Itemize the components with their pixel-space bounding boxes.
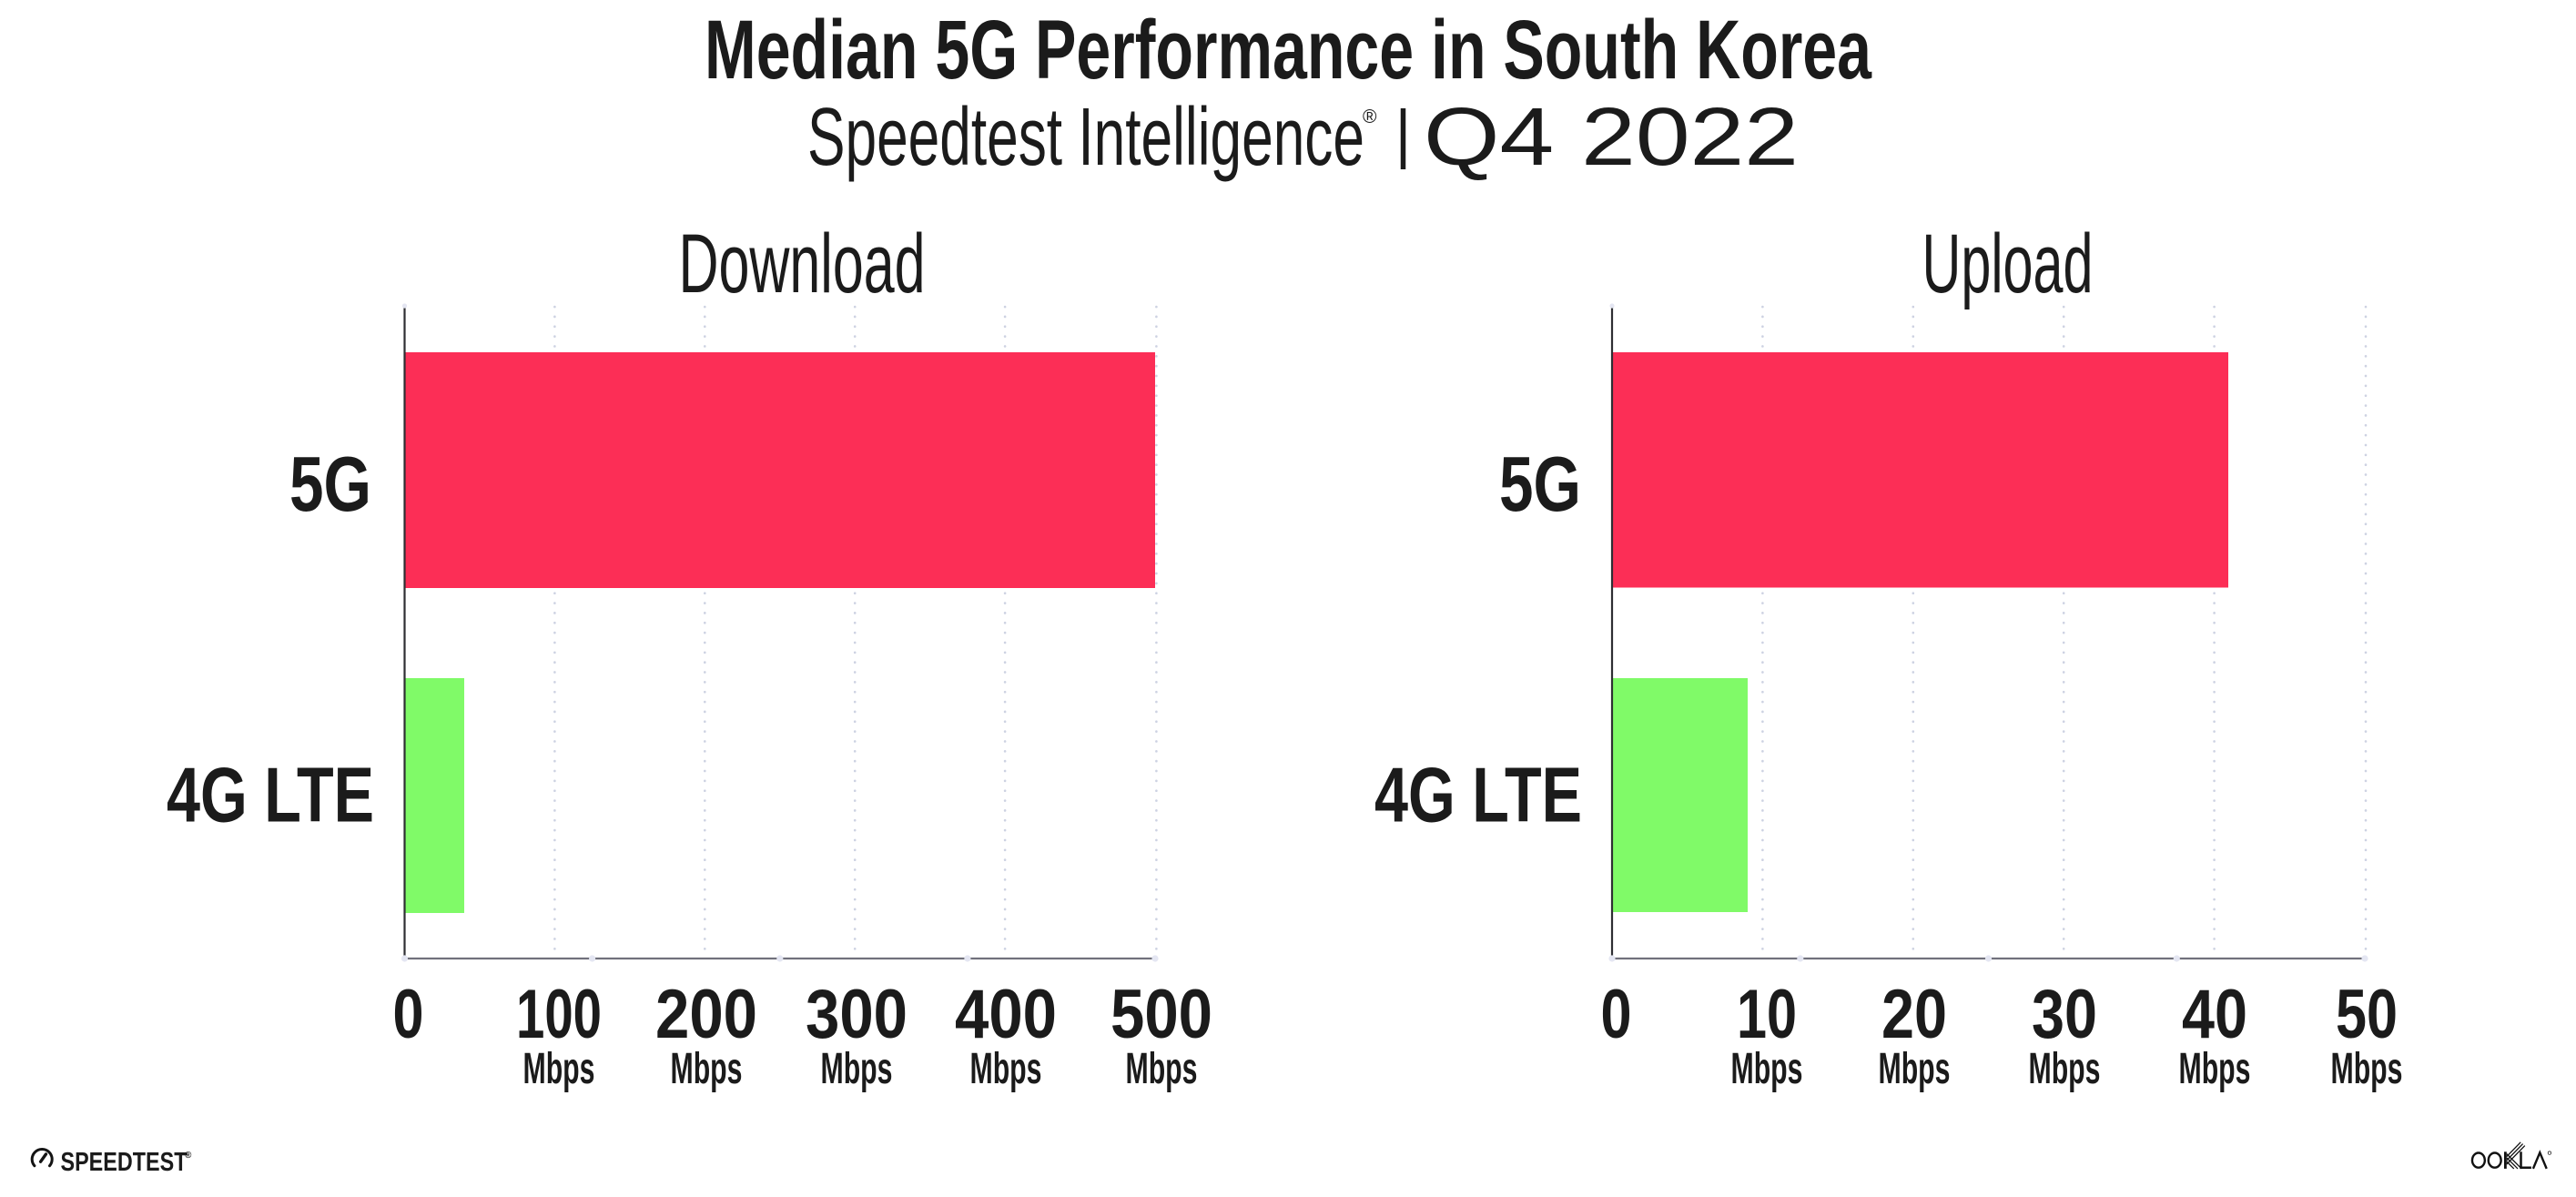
svg-text:40: 40 [2182,976,2247,1053]
svg-text:Q4 2022: Q4 2022 [1424,91,1799,183]
svg-text:0: 0 [1601,976,1632,1053]
svg-text:®: ® [185,1151,192,1161]
svg-text:4G LTE: 4G LTE [167,753,374,839]
svg-text:10: 10 [1737,976,1797,1053]
svg-text:Download: Download [679,218,926,310]
svg-text:Median 5G Performance in South: Median 5G Performance in South Korea [705,4,1872,96]
svg-text:Mbps: Mbps [1731,1045,1803,1093]
svg-text:20: 20 [1881,976,1947,1053]
svg-text:200: 200 [655,976,757,1053]
svg-text:500: 500 [1111,976,1212,1053]
svg-text:SPEEDTEST: SPEEDTEST [61,1148,188,1177]
svg-text:Mbps: Mbps [970,1045,1042,1093]
svg-text:50: 50 [2336,976,2398,1053]
svg-text:Mbps: Mbps [1126,1045,1198,1093]
svg-text:100: 100 [516,976,602,1053]
svg-text:Mbps: Mbps [821,1045,893,1093]
svg-text:Mbps: Mbps [2331,1045,2403,1093]
svg-text:Upload: Upload [1922,218,2094,310]
svg-text:0: 0 [393,976,424,1053]
svg-text:4G LTE: 4G LTE [1374,753,1582,839]
svg-text:Mbps: Mbps [2179,1045,2251,1093]
svg-text:Mbps: Mbps [2029,1045,2101,1093]
svg-text:®: ® [1363,107,1377,127]
svg-text:400: 400 [955,976,1057,1053]
svg-text:Mbps: Mbps [671,1045,743,1093]
svg-text:30: 30 [2032,976,2097,1053]
svg-text:Mbps: Mbps [1879,1045,1951,1093]
svg-text:Mbps: Mbps [523,1045,595,1093]
svg-text:5G: 5G [289,441,371,528]
svg-text:Speedtest Intelligence: Speedtest Intelligence [807,91,1364,183]
svg-text:5G: 5G [1499,441,1581,528]
svg-text:300: 300 [806,976,908,1053]
